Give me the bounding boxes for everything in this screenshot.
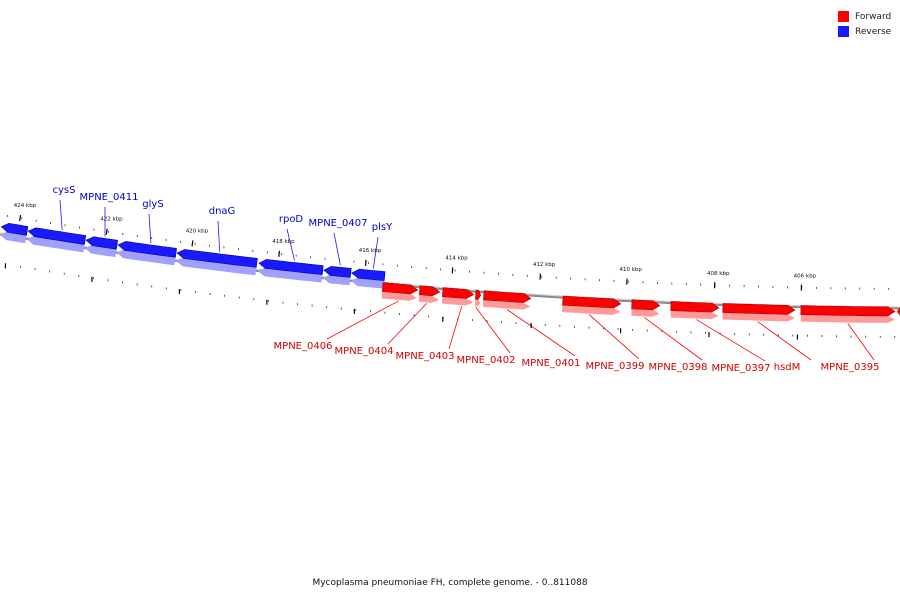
gene-label-MPNE_0411: MPNE_0411: [80, 192, 139, 203]
gene-label-MPNE_0401: MPNE_0401: [522, 358, 581, 369]
tick-label-412: 412 kbp: [533, 262, 556, 268]
legend-forward-label: Forward: [855, 11, 892, 22]
tick-label-406: 406 kbp: [794, 273, 817, 279]
reverse-gene-4: [176, 249, 258, 268]
forward-gene-10-shadow: [800, 314, 895, 323]
reverse-gene-6-shadow: [322, 274, 351, 286]
gene-label-MPNE_0397: MPNE_0397: [712, 363, 771, 374]
forward-swatch: [838, 11, 849, 22]
forward-gene-2-shadow: [418, 294, 440, 303]
leader-MPNE_0402: [475, 307, 511, 354]
reverse-gene-3: [117, 241, 177, 258]
gene-label-rpoD: rpoD: [279, 214, 304, 225]
legend-forward: Forward: [838, 9, 891, 24]
leader-MPNE_0397: [696, 319, 766, 362]
forward-gene-9: [722, 303, 796, 315]
forward-gene-4: [475, 289, 482, 300]
forward-gene-3-shadow: [441, 296, 474, 306]
legend-reverse: Reverse: [838, 24, 891, 39]
tick-label-418: 418 kbp: [272, 239, 295, 245]
reverse-gene-partial: [0, 222, 29, 236]
reverse-swatch: [838, 26, 849, 37]
tick-label-410: 410 kbp: [619, 267, 642, 273]
gene-label-MPNE_0402: MPNE_0402: [457, 355, 516, 366]
leader-MPNE_0399: [588, 314, 640, 360]
leader-MPNE_0401: [506, 309, 576, 357]
reverse-gene-4-shadow: [175, 257, 257, 276]
tick-label-422: 422 kbp: [100, 217, 123, 223]
leader-hsdM: [757, 321, 812, 361]
leader-MPNE_0395: [847, 323, 875, 361]
gene-label-dnaG: dnaG: [209, 206, 236, 217]
leader-MPNE_0398: [644, 317, 703, 361]
forward-gene-6: [562, 295, 622, 309]
gene-label-MPNE_0395: MPNE_0395: [821, 362, 880, 373]
leader-glyS: [148, 213, 152, 243]
gene-label-glyS: glyS: [142, 199, 163, 210]
gene-label-MPNE_0398: MPNE_0398: [649, 362, 708, 373]
tick-label-424: 424 kbp: [14, 203, 37, 209]
reverse-gene-6: [323, 266, 352, 278]
forward-gene-5: [483, 290, 532, 303]
major-tick-422: [105, 228, 108, 235]
gene-label-MPNE_0403: MPNE_0403: [396, 351, 455, 362]
leader-cysS: [59, 199, 63, 230]
leader-plsY: [372, 236, 379, 269]
legend-reverse-label: Reverse: [855, 26, 892, 37]
gene-label-MPNE_0399: MPNE_0399: [586, 361, 645, 372]
gene-label-plsY: plsY: [372, 222, 393, 233]
gene-label-MPNE_0407: MPNE_0407: [309, 218, 368, 229]
legend: Forward Reverse: [838, 9, 891, 39]
reverse-gene-5: [258, 259, 324, 275]
tick-label-408: 408 kbp: [707, 271, 730, 277]
forward-gene-3: [442, 287, 475, 299]
forward-gene-2: [418, 285, 441, 297]
genome-caption: Mycoplasma pneumoniae FH, complete genom…: [312, 578, 588, 588]
forward-gene-4-shadow: [474, 299, 481, 307]
gene-label-cysS: cysS: [53, 185, 76, 196]
forward-gene-7: [631, 299, 661, 311]
reverse-gene-2: [85, 236, 119, 250]
forward-gene-partial: [897, 307, 900, 316]
major-tick-416: [364, 259, 367, 266]
major-tick-424: [19, 215, 22, 222]
tick-label-416: 416 kbp: [359, 248, 382, 254]
gene-label-hsdM: hsdM: [774, 362, 801, 373]
reverse-gene-1: [27, 227, 87, 245]
leader-MPNE_0403: [448, 306, 463, 350]
leader-MPNE_0406: [326, 300, 399, 340]
leader-rpoD: [286, 228, 295, 261]
reverse-gene-1-shadow: [26, 235, 85, 253]
reverse-gene-7: [351, 268, 386, 281]
gene-label-MPNE_0404: MPNE_0404: [335, 346, 394, 357]
tick-label-420: 420 kbp: [186, 228, 209, 234]
tick-label-414: 414 kbp: [445, 256, 468, 262]
leader-MPNE_0404: [387, 303, 427, 345]
major-tick-420: [191, 240, 194, 247]
reverse-gene-3-shadow: [116, 249, 176, 266]
forward-gene-10: [800, 305, 896, 317]
forward-gene-8: [670, 301, 720, 313]
leader-dnaG: [217, 220, 221, 252]
forward-gene-8-shadow: [670, 310, 719, 320]
gene-label-MPNE_0406: MPNE_0406: [274, 341, 333, 352]
forward-gene-7-shadow: [631, 308, 660, 317]
major-tick-418: [278, 250, 281, 257]
reverse-gene-5-shadow: [257, 267, 323, 283]
forward-gene-1: [381, 282, 419, 295]
forward-gene-9-shadow: [722, 312, 795, 322]
